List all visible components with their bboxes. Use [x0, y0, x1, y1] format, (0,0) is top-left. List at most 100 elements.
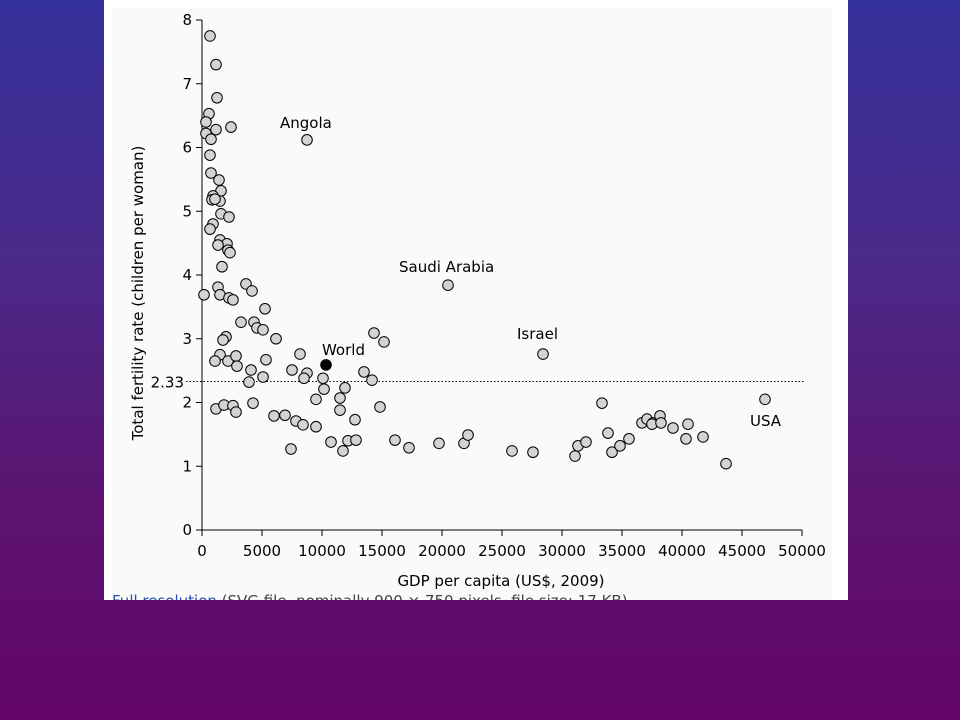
x-tick-label: 10000	[298, 542, 346, 560]
x-axis-label: GDP per capita (US$, 2009)	[397, 572, 604, 590]
point	[462, 429, 474, 441]
point	[389, 434, 401, 446]
point	[623, 433, 635, 445]
point	[697, 431, 709, 443]
point	[279, 409, 291, 422]
point	[506, 445, 518, 457]
annotation: USA	[750, 412, 782, 430]
point	[211, 91, 223, 104]
point	[204, 223, 216, 235]
point	[231, 360, 243, 372]
point	[297, 419, 309, 431]
reference-label: 2.33	[151, 373, 184, 391]
point	[204, 149, 216, 161]
point	[286, 364, 298, 376]
point	[245, 364, 257, 376]
footer-link[interactable]: Full resolution	[112, 592, 217, 600]
point	[210, 58, 222, 71]
x-tick-label: 50000	[778, 542, 826, 560]
point	[318, 383, 330, 395]
y-tick-label: 6	[182, 139, 192, 157]
point	[260, 353, 272, 366]
point	[198, 288, 210, 301]
point	[334, 404, 346, 416]
point	[349, 413, 361, 426]
x-tick-label: 0	[197, 542, 207, 560]
point	[667, 422, 679, 434]
x-tick-label: 30000	[538, 542, 586, 560]
point	[259, 302, 271, 315]
y-tick-label: 0	[182, 521, 192, 539]
point	[680, 433, 692, 445]
point	[204, 30, 216, 42]
point	[317, 372, 329, 385]
y-tick-label: 3	[182, 330, 192, 348]
chart: GDP per capita (US$, 2009) Total fertili…	[112, 8, 832, 600]
point	[246, 285, 258, 297]
y-tick-label: 2	[182, 394, 192, 412]
point	[442, 279, 454, 292]
point	[358, 366, 370, 378]
x-tick-label: 25000	[478, 542, 526, 560]
panel: GDP per capita (US$, 2009) Total fertili…	[104, 0, 848, 600]
annotation: Angola	[280, 114, 332, 132]
point	[294, 348, 306, 360]
point	[366, 374, 378, 386]
point	[537, 348, 549, 360]
x-tick-label: 35000	[598, 542, 646, 560]
x-tick-label: 45000	[718, 542, 766, 560]
point	[350, 434, 362, 446]
point	[230, 406, 242, 418]
point	[213, 174, 225, 186]
point	[225, 121, 237, 133]
point	[205, 133, 217, 146]
annotation: Israel	[517, 325, 558, 343]
point	[200, 116, 212, 128]
point	[325, 436, 337, 448]
point	[720, 457, 732, 470]
point	[527, 446, 539, 459]
point	[257, 324, 269, 336]
point	[339, 382, 351, 394]
point	[337, 445, 349, 457]
point	[614, 440, 626, 452]
footer-rest: (SVG file, nominally 900 × 750 pixels, f…	[222, 592, 628, 600]
point	[230, 350, 242, 362]
point	[569, 450, 581, 462]
point	[212, 239, 224, 251]
point	[217, 334, 229, 346]
point	[374, 401, 386, 413]
point	[320, 359, 332, 371]
point	[257, 371, 269, 383]
point	[403, 441, 415, 454]
x-tick-label: 5000	[243, 542, 281, 560]
point	[209, 193, 221, 205]
point	[433, 437, 445, 450]
point	[655, 417, 667, 429]
point	[210, 123, 222, 136]
point	[285, 443, 297, 455]
point	[606, 446, 618, 459]
point	[227, 294, 239, 306]
point	[368, 327, 380, 339]
point	[205, 167, 217, 179]
x-tick-label: 40000	[658, 542, 706, 560]
annotation: Saudi Arabia	[399, 258, 494, 276]
point	[224, 246, 236, 259]
point	[310, 420, 322, 433]
point	[580, 436, 592, 448]
y-tick-label: 5	[182, 202, 192, 220]
footer-text: Full resolution (SVG file, nominally 900…	[112, 592, 628, 600]
series-label: World	[322, 341, 365, 359]
x-tick-label: 20000	[418, 542, 466, 560]
point	[270, 332, 282, 345]
point	[247, 397, 259, 409]
point	[310, 393, 322, 406]
y-tick-label: 7	[182, 75, 192, 93]
y-tick-label: 4	[182, 266, 192, 284]
point	[596, 397, 608, 409]
y-tick-label: 8	[182, 11, 192, 29]
point	[223, 211, 235, 223]
point	[209, 355, 221, 367]
